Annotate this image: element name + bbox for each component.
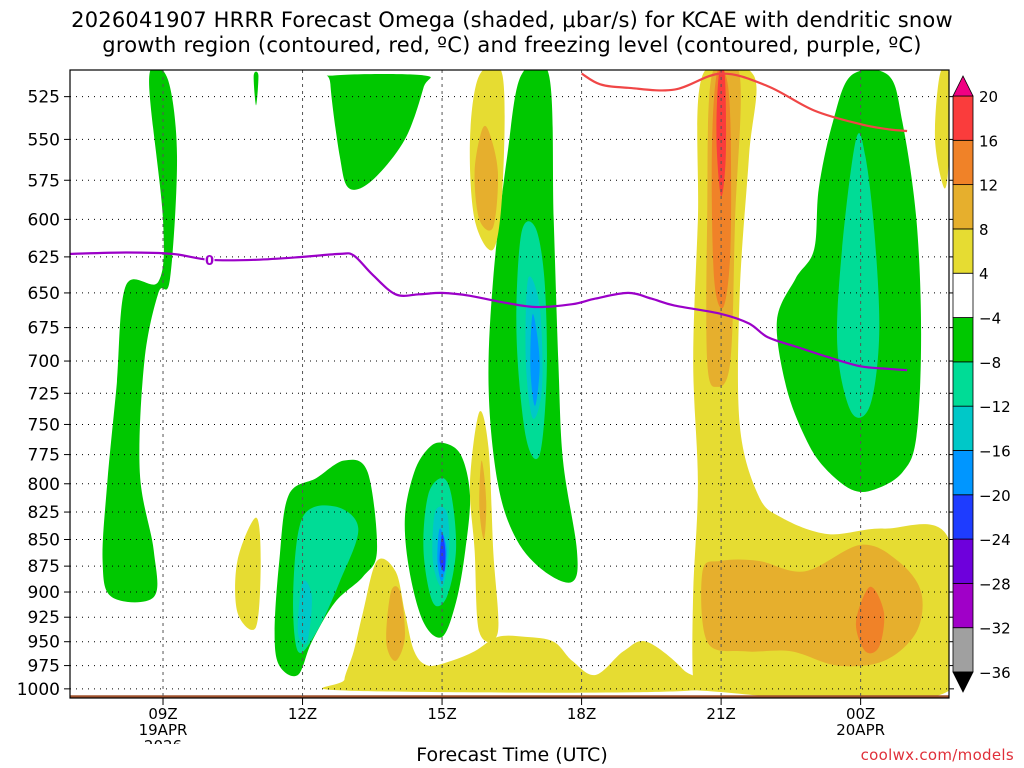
- chart-title-line-1: 2026041907 HRRR Forecast Omega (shaded, …: [71, 8, 953, 32]
- colorbar-swatch: [952, 494, 974, 540]
- x-tick-label: 09Z: [148, 705, 177, 723]
- x-tick-label: 15Z: [427, 705, 456, 723]
- omega-region-up4: [326, 74, 431, 190]
- omega-region-up8: [836, 133, 880, 418]
- colorbar-swatch: [952, 582, 974, 629]
- plot-frame: [69, 69, 950, 699]
- omega-region-up12: [297, 580, 312, 645]
- colorbar-low-triangle: [952, 671, 974, 693]
- colorbar-label: 4: [979, 265, 989, 283]
- chart-title: 2026041907 HRRR Forecast Omega (shaded, …: [0, 8, 1024, 58]
- colorbar-label: −16: [979, 442, 1011, 460]
- colorbar: −36 −32 −28 −24 −20 −16 −12 −8 −4 4 8 12 16 20: [952, 75, 1011, 693]
- y-tick-label: 575: [28, 171, 60, 191]
- omega-region-down8: [479, 460, 487, 540]
- y-tick-label: 950: [28, 633, 60, 653]
- x-tick-label: 20APR: [836, 721, 885, 739]
- omega-time-height-chart: 0 52555057560062565067570072575077580082…: [17, 69, 1011, 744]
- axes: 525 550 575 600 625 650 675 700 725 750 775 800 825 8…: [17, 69, 954, 744]
- omega-region-down4: [322, 558, 714, 693]
- y-tick-label: 750: [28, 415, 60, 435]
- colorbar-label: −24: [979, 531, 1011, 549]
- colorbar-high-triangle: [952, 75, 974, 97]
- colorbar-label: 12: [979, 177, 998, 195]
- omega-region-up20: [439, 533, 446, 572]
- terrain-band: [70, 695, 949, 698]
- colorbar-swatch: [952, 139, 974, 186]
- colorbar-label: −28: [979, 575, 1011, 593]
- x-tick-label: 00Z: [846, 705, 875, 723]
- colorbar-swatch: [952, 627, 974, 673]
- omega-region-up4: [102, 70, 178, 603]
- x-tick-label: 19APR: [139, 721, 188, 739]
- colorbar-swatch: [952, 317, 974, 363]
- colorbar-label: −12: [979, 398, 1011, 416]
- x-tick-label: 21Z: [706, 705, 735, 723]
- x-tick-label: 12Z: [288, 705, 317, 723]
- colorbar-swatch: [952, 272, 974, 318]
- colorbar-label: −4: [979, 310, 1001, 328]
- colorbar-swatch: [952, 538, 974, 584]
- colorbar-label: 16: [979, 132, 998, 150]
- y-tick-label: 975: [28, 657, 60, 677]
- chart-title-line-2: growth region (contoured, red, ºC) and f…: [102, 33, 922, 57]
- y-tick-label: 925: [28, 608, 60, 628]
- y-tick-label: 725: [28, 384, 60, 404]
- y-tick-label: 800: [28, 475, 60, 495]
- y-tick-label: 600: [28, 210, 60, 230]
- omega-region-down4: [934, 70, 949, 189]
- y-tick-label: 700: [28, 352, 60, 372]
- source-credit[interactable]: coolwx.com/models: [860, 746, 1014, 764]
- omega-region-down12: [855, 586, 885, 654]
- y-tick-label: 525: [28, 88, 60, 108]
- y-tick-label: 900: [28, 583, 60, 603]
- omega-region-down8: [474, 125, 499, 231]
- y-tick-label: 550: [28, 130, 60, 150]
- x-tick-label: 2026: [144, 737, 182, 744]
- y-tick-label: 875: [28, 557, 60, 577]
- colorbar-label: −8: [979, 354, 1001, 372]
- freezing-level-label-bg: [204, 252, 215, 266]
- colorbar-swatch: [952, 405, 974, 451]
- y-tick-label: 775: [28, 446, 60, 466]
- omega-region-down4: [681, 70, 949, 698]
- dgz-contour: [581, 72, 908, 133]
- omega-region-up4: [253, 71, 259, 106]
- colorbar-label: 20: [979, 88, 998, 106]
- colorbar-label: −36: [979, 664, 1011, 682]
- freezing-level-contour: [70, 251, 908, 372]
- omega-region-down4: [235, 517, 261, 630]
- colorbar-swatch: [952, 228, 974, 274]
- colorbar-swatch: [952, 450, 974, 496]
- y-tick-label: 825: [28, 503, 60, 523]
- freezing-level-label: 0: [205, 254, 214, 269]
- colorbar-label: −32: [979, 620, 1011, 638]
- omega-region-down8: [386, 586, 406, 661]
- x-tick-label: 18Z: [567, 705, 596, 723]
- y-tick-label: 1000: [17, 680, 60, 700]
- colorbar-swatch: [952, 361, 974, 407]
- colorbar-label: −20: [979, 487, 1011, 505]
- colorbar-label: 8: [979, 221, 989, 239]
- colorbar-swatch: [952, 95, 974, 141]
- colorbar-swatch: [952, 184, 974, 230]
- omega-region-up16: [530, 313, 540, 406]
- x-axis-label: Forecast Time (UTC): [416, 744, 608, 766]
- y-tick-label: 625: [28, 248, 60, 268]
- y-tick-label: 675: [28, 319, 60, 339]
- y-tick-label: 850: [28, 530, 60, 550]
- y-tick-label: 650: [28, 284, 60, 304]
- plot-area: 0: [70, 70, 949, 698]
